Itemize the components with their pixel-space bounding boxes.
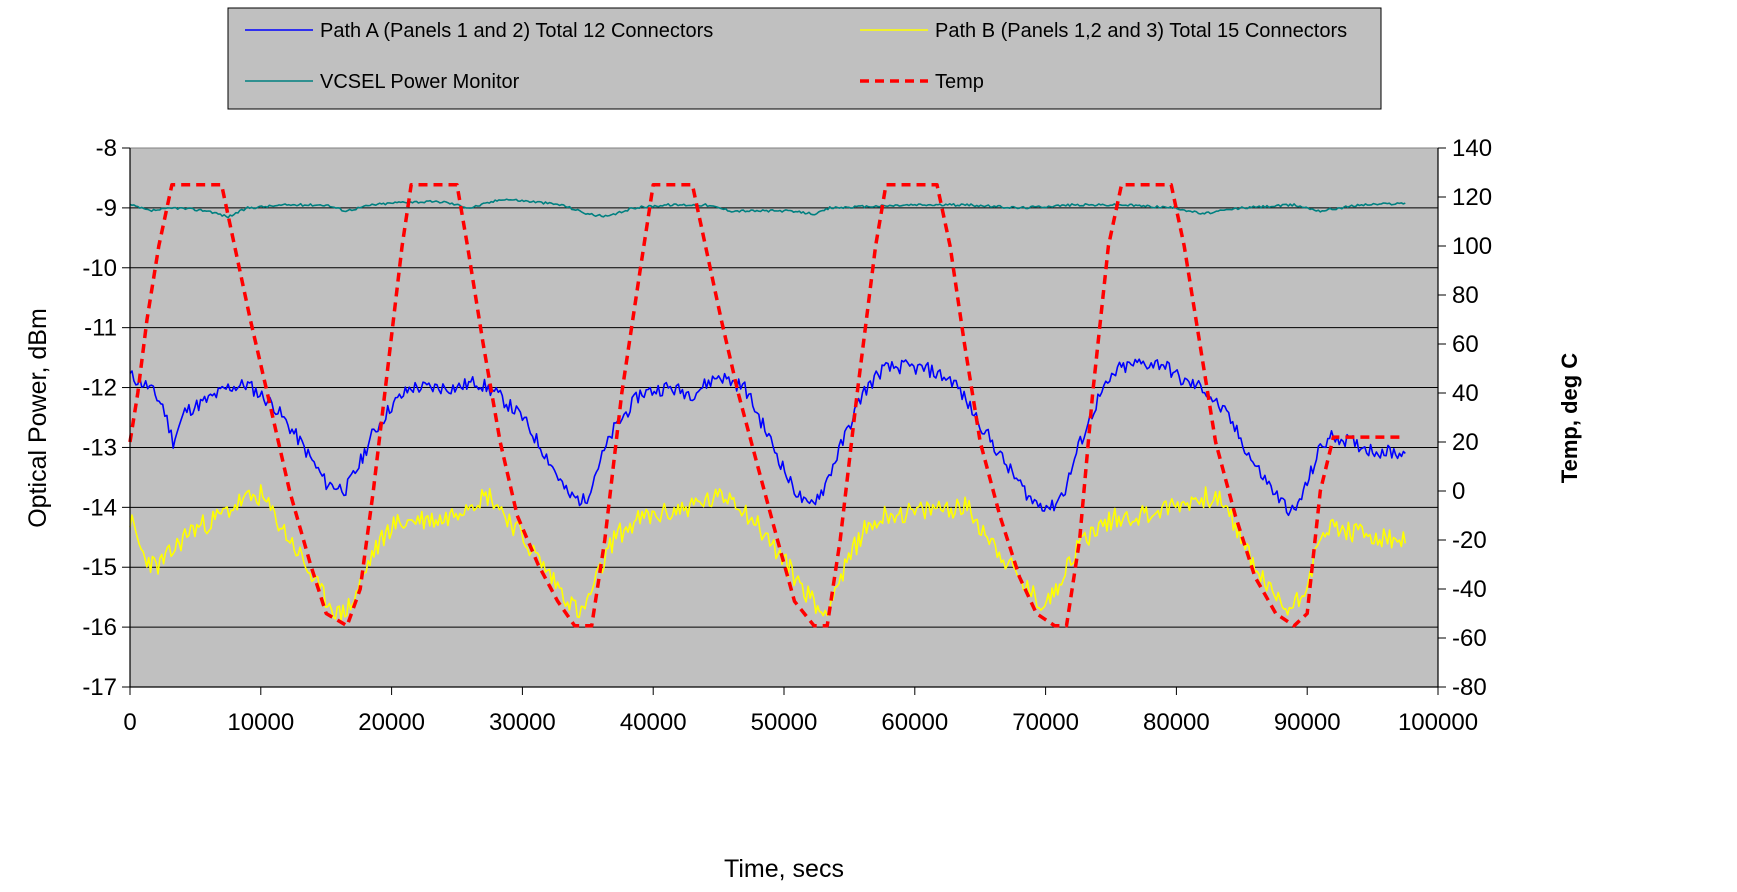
y2-tick-label: 120 [1452,184,1492,211]
gridlines [130,207,1438,628]
y-tick-label: -9 [96,195,117,222]
y2-tick-label: -20 [1452,527,1487,554]
legend-label-2: VCSEL Power Monitor [320,71,520,93]
y2-axis-title: Temp, deg C [1557,353,1582,483]
legend-label-3: Temp [935,71,984,93]
x-tick-label: 60000 [881,709,948,736]
y-tick-label: -17 [82,674,117,701]
tick-labels: 0 10000 20000 30000 40000 50000 60000 70000 8000… [82,135,1492,736]
y2-tick-label: 140 [1452,135,1492,162]
y2-tick-label: 0 [1452,478,1465,505]
x-tick-label: 80000 [1143,709,1210,736]
x-tick-label: 30000 [489,709,556,736]
x-tick-label: 0 [123,709,136,736]
y2-tick-label: 100 [1452,233,1492,260]
x-tick-label: 50000 [751,709,818,736]
y-tick-label: -11 [84,315,117,342]
x-tick-label: 70000 [1012,709,1079,736]
axes [122,147,1446,695]
x-tick-label: 10000 [227,709,294,736]
y2-tick-label: 40 [1452,380,1479,407]
y-tick-label: -15 [82,554,117,581]
y2-tick-label: 60 [1452,331,1479,358]
legend: Path A (Panels 1 and 2) Total 12 Connect… [227,7,1382,110]
y2-tick-label: -40 [1452,576,1487,603]
y2-tick-label: 80 [1452,282,1479,309]
y-tick-label: -10 [82,255,117,282]
x-tick-label: 40000 [620,709,687,736]
series-layer [128,183,1407,628]
y2-tick-label: -80 [1452,674,1487,701]
legend-label-0: Path A (Panels 1 and 2) Total 12 Connect… [320,20,713,42]
x-axis-title: Time, secs [724,855,844,883]
y-tick-label: -13 [82,434,117,461]
legend-box [227,7,1382,110]
x-tick-label: 90000 [1274,709,1341,736]
x-tick-label: 100000 [1398,709,1478,736]
series-line-1 [129,484,1407,622]
y2-tick-label: 20 [1452,429,1479,456]
y-axis-title: Optical Power, dBm [24,308,52,528]
y-tick-label: -14 [82,494,117,521]
series-line-2 [129,198,1406,219]
y-tick-label: -12 [82,375,117,402]
series-line-0 [129,358,1406,517]
plot-area [129,147,1439,688]
y2-tick-label: -60 [1452,625,1487,652]
x-tick-label: 20000 [358,709,425,736]
y-tick-label: -8 [96,135,117,162]
legend-label-1: Path B (Panels 1,2 and 3) Total 15 Conne… [935,20,1347,42]
y-tick-label: -16 [82,614,117,641]
